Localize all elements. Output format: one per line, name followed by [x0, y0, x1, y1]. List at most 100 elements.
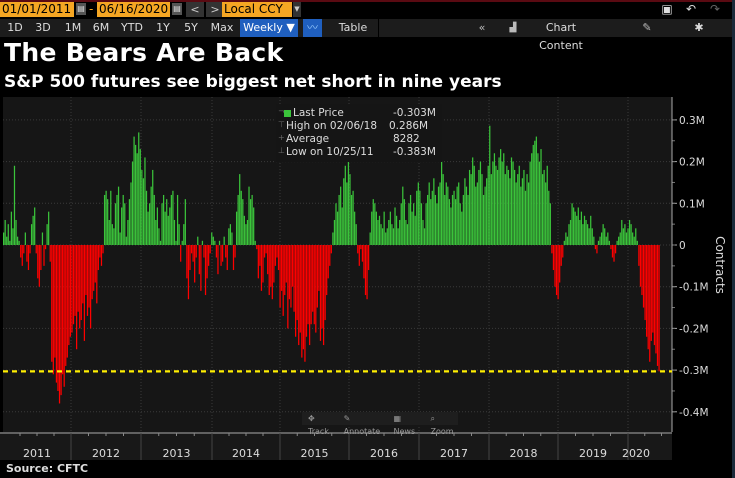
bar — [357, 245, 359, 254]
currency-dropdown-icon[interactable]: ▼ — [293, 2, 301, 17]
bar — [391, 224, 393, 245]
bar — [86, 245, 89, 316]
bar — [235, 211, 238, 245]
bar — [296, 245, 298, 321]
bar — [636, 240, 638, 245]
high-marker-icon: ⊤ — [278, 120, 285, 129]
bar — [16, 236, 19, 245]
bar — [211, 232, 213, 245]
range-3d-button[interactable]: 3D — [35, 21, 51, 34]
range-1y-button[interactable]: 1Y — [156, 21, 170, 34]
annotate-tool[interactable]: ✎ Annotate — [343, 414, 381, 436]
bar — [487, 165, 489, 245]
bar — [330, 245, 332, 254]
bar — [521, 178, 524, 245]
bar — [448, 199, 451, 245]
start-date-input[interactable]: 01/01/2011 — [0, 2, 74, 17]
bar — [130, 182, 132, 245]
bar — [12, 228, 14, 245]
bar — [318, 245, 320, 291]
bar — [559, 245, 561, 283]
legend-low: ⊥ Low on 10/25/11 -0.383M — [278, 146, 436, 158]
bar — [302, 245, 305, 350]
bar — [479, 161, 482, 245]
bar — [639, 245, 642, 287]
end-calendar-icon[interactable]: ▤ — [172, 3, 182, 15]
bar — [431, 190, 433, 245]
bar — [270, 245, 272, 287]
chart-content-button[interactable]: Chart Content — [539, 21, 583, 52]
edit-icon[interactable]: ✎ — [642, 21, 652, 34]
bar — [257, 245, 259, 279]
bar — [532, 144, 534, 245]
bar — [614, 245, 617, 254]
bar — [372, 199, 374, 245]
bar — [10, 211, 13, 245]
bar — [116, 194, 118, 245]
y-tick-label: -0.3M — [679, 365, 709, 377]
bar — [484, 186, 486, 245]
frequency-select[interactable]: Weekly ▼ — [240, 19, 298, 37]
bar — [526, 174, 528, 245]
next-period-button[interactable]: > — [206, 2, 224, 17]
bar — [619, 232, 621, 245]
bar — [420, 203, 423, 245]
range-5y-button[interactable]: 5Y — [184, 21, 198, 34]
bar — [512, 161, 514, 245]
bar — [565, 232, 567, 245]
bar — [43, 245, 45, 266]
track-tool[interactable]: ✥ Track — [308, 414, 329, 436]
present-icon[interactable]: ▣ — [661, 2, 673, 16]
range-max-button[interactable]: Max — [210, 21, 234, 34]
bar — [368, 245, 370, 271]
bar — [201, 240, 204, 245]
bar — [504, 174, 506, 245]
bar — [144, 157, 146, 245]
bar — [77, 245, 79, 312]
bar — [414, 215, 416, 245]
x-tick-label: 2011 — [23, 447, 51, 460]
bar — [194, 245, 196, 283]
currency-select[interactable]: Local CCY — [222, 2, 292, 17]
bar — [30, 224, 33, 245]
line-chart-icon[interactable]: 〰 — [303, 19, 322, 37]
bar — [361, 245, 364, 262]
bar — [253, 207, 255, 245]
bar — [633, 236, 635, 245]
bar — [128, 199, 131, 245]
bar — [375, 211, 378, 245]
bar — [139, 149, 141, 245]
bar — [472, 157, 474, 245]
bar — [378, 215, 381, 245]
news-tool[interactable]: ▦ News — [393, 414, 416, 436]
undo-icon[interactable]: ↶ — [685, 2, 697, 16]
bar — [149, 203, 151, 245]
start-calendar-icon[interactable]: ▤ — [76, 3, 86, 15]
bar — [605, 236, 607, 245]
bar — [543, 169, 545, 245]
bar — [3, 232, 5, 245]
bar — [44, 245, 47, 250]
bar — [21, 245, 23, 266]
range-6m-button[interactable]: 6M — [92, 21, 110, 34]
bar — [646, 245, 648, 337]
range-1m-button[interactable]: 1M — [64, 21, 82, 34]
bar — [534, 140, 536, 245]
bar — [274, 245, 277, 266]
bar — [121, 207, 123, 245]
bar — [284, 245, 286, 296]
zoom-tool[interactable]: ⌕ Zoom — [430, 414, 454, 436]
settings-gear-icon[interactable]: ✱ — [694, 21, 704, 34]
redo-icon[interactable]: ↷ — [709, 2, 721, 16]
bar — [383, 211, 385, 245]
table-button[interactable]: Table — [338, 21, 368, 34]
end-date-input[interactable]: 06/16/2020 — [97, 2, 170, 17]
range-ytd-button[interactable]: YTD — [121, 21, 143, 34]
bar — [316, 245, 318, 308]
bar — [527, 182, 530, 245]
collapse-icon[interactable]: « — [478, 21, 486, 34]
bar — [52, 245, 54, 375]
prev-period-button[interactable]: < — [186, 2, 204, 17]
range-1d-button[interactable]: 1D — [7, 21, 23, 34]
legend-last-price: ¬ Last Price -0.303M — [278, 107, 436, 119]
